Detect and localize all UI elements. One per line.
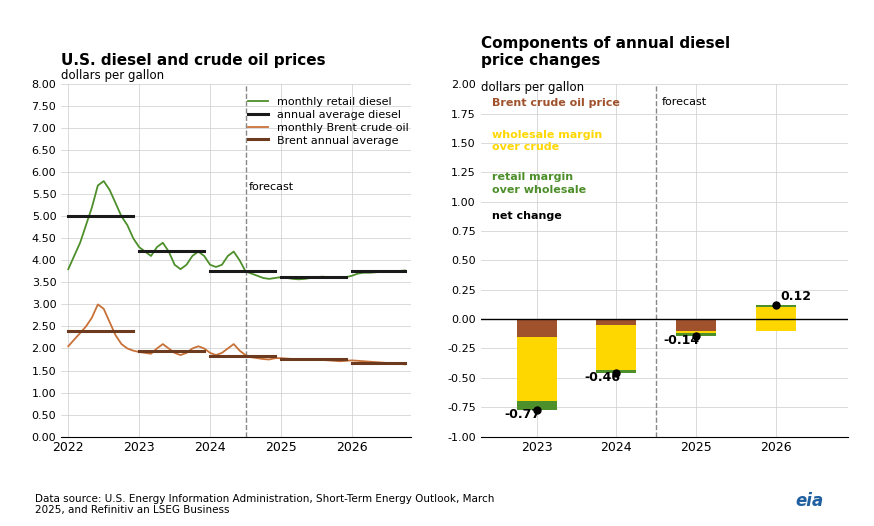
Text: -0.46: -0.46 xyxy=(584,371,620,385)
Text: Brent crude oil price: Brent crude oil price xyxy=(492,98,620,108)
Bar xyxy=(676,333,716,336)
Point xyxy=(769,301,783,309)
Point xyxy=(609,369,623,377)
Text: Data source: U.S. Energy Information Administration, Short-Term Energy Outlook, : Data source: U.S. Energy Information Adm… xyxy=(35,494,495,515)
Text: Components of annual diesel
price changes: Components of annual diesel price change… xyxy=(481,36,730,68)
Text: retail margin
over wholesale: retail margin over wholesale xyxy=(492,173,586,195)
Text: wholesale margin
over crude: wholesale margin over crude xyxy=(492,130,602,153)
Bar xyxy=(756,307,796,331)
Bar xyxy=(756,319,796,331)
Bar xyxy=(517,337,557,401)
Legend: monthly retail diesel, annual average diesel, monthly Brent crude oil, Brent ann: monthly retail diesel, annual average di… xyxy=(248,97,409,146)
Bar xyxy=(596,319,636,325)
Bar xyxy=(596,370,636,373)
Text: net change: net change xyxy=(492,211,561,221)
Text: -0.14: -0.14 xyxy=(663,334,700,347)
Text: eia: eia xyxy=(795,492,823,510)
Bar xyxy=(517,401,557,410)
Bar xyxy=(756,305,796,307)
Bar xyxy=(596,325,636,370)
Text: dollars per gallon: dollars per gallon xyxy=(61,68,164,82)
Text: -0.77: -0.77 xyxy=(504,408,540,421)
Text: forecast: forecast xyxy=(662,97,707,107)
Bar xyxy=(676,319,716,331)
Bar xyxy=(517,319,557,337)
Text: 0.12: 0.12 xyxy=(780,290,811,304)
Point xyxy=(690,331,704,340)
Text: dollars per gallon: dollars per gallon xyxy=(481,80,584,94)
Text: U.S. diesel and crude oil prices: U.S. diesel and crude oil prices xyxy=(61,53,326,68)
Point xyxy=(530,406,544,414)
Text: forecast: forecast xyxy=(249,182,295,192)
Bar xyxy=(676,331,716,333)
